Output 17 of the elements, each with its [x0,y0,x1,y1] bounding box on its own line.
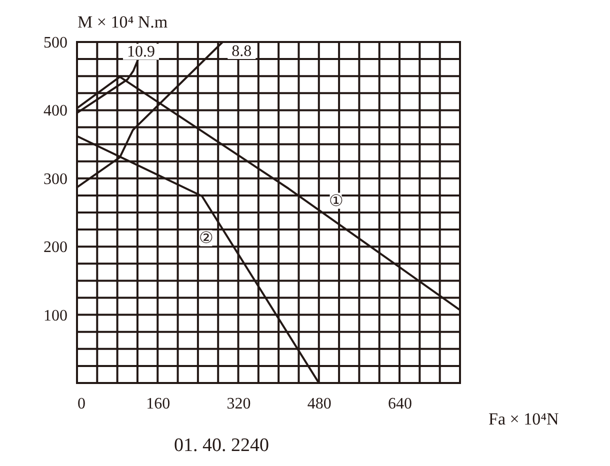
y-tick-label: 300 [44,170,68,188]
x-tick-label: 160 [146,396,170,412]
text: 01. 40. 2240 [174,435,269,456]
y-tick-label: 200 [44,239,68,256]
y-tick-label: 400 [44,102,68,120]
x-tick-label: 480 [307,396,332,412]
x-tick-label: 640 [388,396,412,412]
series-label: ② [199,230,214,248]
x-tick-label: 0 [78,396,86,412]
y-tick-label: 100 [44,307,68,324]
y-tick-label: 500 [44,34,68,52]
series-label: ① [328,192,343,210]
series-label: 10.9 [126,44,155,61]
x-axis-title: Fa × 10⁴N [488,410,559,428]
series-label: 8.8 [232,43,252,60]
y-axis-title: M × 10⁴ N.m [78,12,168,32]
x-tick-label: 320 [226,396,251,412]
